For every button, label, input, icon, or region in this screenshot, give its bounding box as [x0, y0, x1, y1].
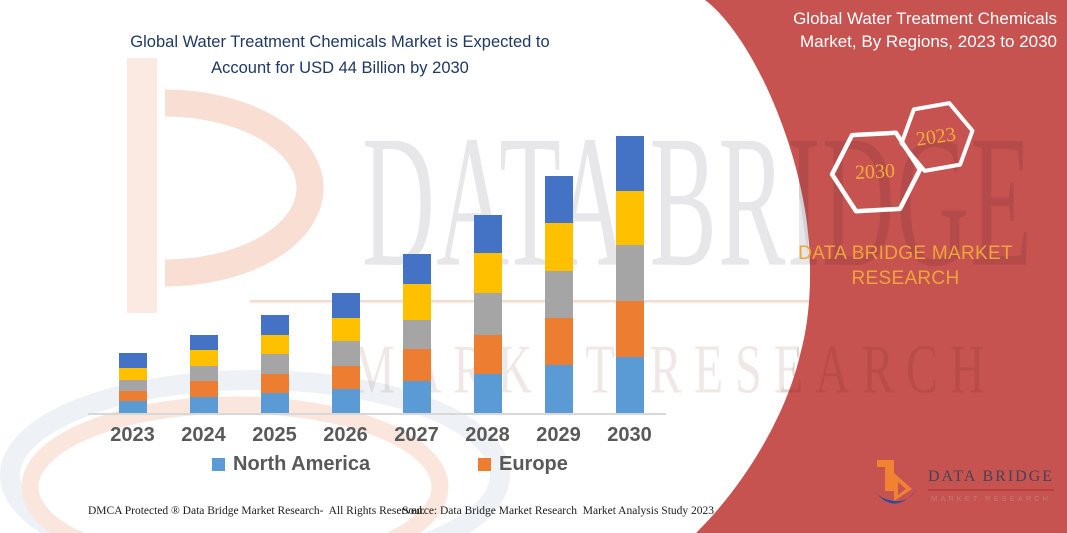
- bar-segment-unlabeled-yellow: [473, 253, 502, 294]
- bar-segment-north-america: [544, 365, 573, 413]
- bar-segment-north-america: [402, 381, 431, 413]
- legend-label: North America: [233, 453, 371, 475]
- watermark-swoosh-blue: [0, 370, 510, 533]
- stacked-bar-2029: [544, 175, 573, 413]
- bar-segment-unlabeled-dark-blue: [473, 215, 502, 253]
- banner-heading: Global Water Treatment Chemicals Market,…: [793, 9, 1057, 51]
- x-axis-label-2028: 2028: [465, 424, 510, 446]
- bar-segment-north-america: [189, 397, 218, 413]
- hexagon-badges: [829, 101, 975, 214]
- logo-text-block: DATA BRIDGE MARKET RESEARCH: [928, 468, 1055, 503]
- watermark-horizontal-line: [250, 300, 810, 303]
- bar-segment-unlabeled-yellow: [331, 317, 360, 342]
- bar-segment-unlabeled-dark-blue: [331, 292, 360, 318]
- bar-segment-unlabeled-dark-blue: [189, 334, 218, 350]
- bar-segment-unlabeled-gray: [615, 245, 644, 302]
- x-axis-label-2025: 2025: [252, 424, 297, 446]
- bar-segment-unlabeled-yellow: [544, 223, 573, 272]
- bar-segment-unlabeled-dark-blue: [544, 175, 573, 224]
- company-logo: DATA BRIDGE MARKET RESEARCH: [874, 459, 1055, 511]
- bar-segment-unlabeled-gray: [118, 379, 147, 391]
- bar-segment-unlabeled-gray: [331, 341, 360, 366]
- bar-segment-north-america: [118, 401, 147, 413]
- bar-segment-europe: [118, 390, 147, 402]
- bar-segment-europe: [473, 334, 502, 374]
- bar-segment-unlabeled-gray: [402, 319, 431, 349]
- stacked-bar-2023: [118, 353, 147, 413]
- x-axis-line: [88, 413, 666, 415]
- hexagon-2030-outline: [829, 130, 923, 214]
- bar-segment-unlabeled-yellow: [118, 367, 147, 380]
- stacked-bar-2028: [473, 215, 502, 413]
- banner-red-polygon: [696, 0, 1067, 533]
- hexagon-2023-outline: [899, 101, 975, 173]
- bar-segment-unlabeled-gray: [260, 354, 289, 374]
- chart-title: Global Water Treatment Chemicals Market …: [130, 33, 550, 77]
- bar-segment-unlabeled-dark-blue: [615, 135, 644, 191]
- logo-name: DATA BRIDGE: [928, 468, 1055, 491]
- stacked-bar-2025: [260, 314, 289, 413]
- x-axis-label-2024: 2024: [181, 424, 226, 446]
- bar-segment-north-america: [331, 389, 360, 413]
- watermark-swoosh-peach: [21, 396, 449, 533]
- legend-label: Europe: [499, 453, 568, 475]
- hexagon-2030-label: 2030: [854, 159, 896, 185]
- stacked-bar-2027: [402, 254, 431, 413]
- legend-item-europe: Europe: [478, 453, 568, 476]
- watermark-b-stem: [127, 58, 157, 313]
- banner-brand-text: DATA BRIDGE MARKET RESEARCH: [798, 243, 1013, 289]
- bar-segment-europe: [615, 301, 644, 357]
- bar-segment-unlabeled-gray: [473, 293, 502, 335]
- x-axis-label-2026: 2026: [323, 424, 368, 446]
- dmca-notice: DMCA Protected ® Data Bridge Market Rese…: [88, 505, 425, 517]
- legend-item-north-america: North America: [212, 453, 370, 476]
- bar-segment-europe: [189, 381, 218, 398]
- x-axis-label-2029: 2029: [536, 424, 581, 446]
- source-note: Source: Data Bridge Market Research Mark…: [402, 505, 715, 517]
- bar-segment-unlabeled-gray: [544, 271, 573, 318]
- stacked-bar-2024: [189, 334, 218, 413]
- bar-segment-unlabeled-dark-blue: [402, 254, 431, 284]
- stacked-bar-2030: [615, 135, 644, 413]
- x-axis-label-2030: 2030: [607, 424, 652, 446]
- legend-swatch: [212, 458, 225, 471]
- bar-segment-unlabeled-gray: [189, 365, 218, 382]
- x-axis-label-2023: 2023: [110, 424, 155, 446]
- logo-subtitle: MARKET RESEARCH: [931, 493, 1051, 503]
- bar-segment-unlabeled-dark-blue: [260, 314, 289, 335]
- bar-segment-europe: [260, 373, 289, 394]
- stacked-bar-2026: [331, 292, 360, 413]
- bar-segment-unlabeled-yellow: [402, 283, 431, 320]
- bar-segment-north-america: [260, 393, 289, 413]
- bar-segment-north-america: [473, 373, 502, 413]
- bar-segment-unlabeled-yellow: [260, 334, 289, 355]
- bar-segment-unlabeled-yellow: [189, 349, 218, 366]
- bar-segment-europe: [331, 365, 360, 390]
- watermark-b-bowl-arc: [164, 89, 324, 287]
- legend-swatch: [478, 458, 491, 471]
- bar-segment-unlabeled-dark-blue: [118, 353, 147, 368]
- bar-segment-north-america: [615, 356, 644, 413]
- dbmr-logo-icon: [876, 460, 917, 504]
- bar-segment-unlabeled-yellow: [615, 190, 644, 246]
- x-axis-label-2027: 2027: [394, 424, 439, 446]
- bar-segment-europe: [544, 317, 573, 366]
- bar-segment-europe: [402, 348, 431, 382]
